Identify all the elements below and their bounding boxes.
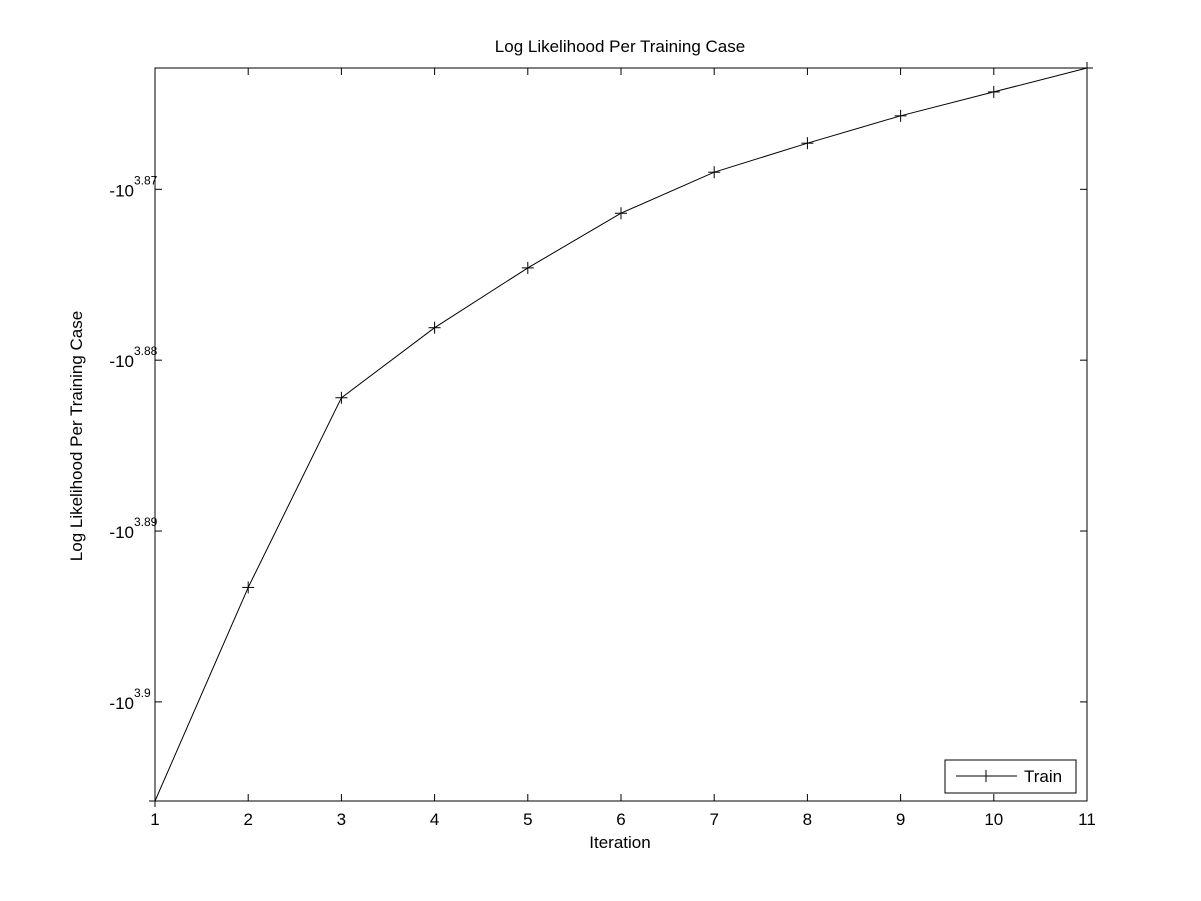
y-axis-label: Log Likelihood Per Training Case <box>67 311 86 561</box>
x-tick-label: 6 <box>616 810 625 829</box>
series-layer <box>149 62 1093 807</box>
data-point-marker <box>801 137 814 150</box>
data-point-marker <box>149 795 161 807</box>
x-tick-label: 11 <box>1078 810 1096 829</box>
x-tick-label: 5 <box>523 810 532 829</box>
x-axis-label: Iteration <box>589 833 650 852</box>
legend: Train <box>944 759 1077 794</box>
data-point-marker <box>242 581 255 594</box>
y-tick-label: -10 <box>109 694 134 713</box>
x-tick-label: 9 <box>896 810 905 829</box>
x-tick-label: 8 <box>803 810 812 829</box>
plot-area-frame <box>154 67 1088 802</box>
data-point-marker <box>894 109 907 122</box>
x-axis-ticks: 1 2 3 4 5 6 7 8 9 10 11 <box>150 68 1096 829</box>
y-tick-exponent: 3.9 <box>134 686 151 700</box>
y-tick-exponent: 3.87 <box>134 173 158 187</box>
y-axis-ticks: -103.87-103.88-103.89-103.9 <box>109 173 1087 713</box>
chart-title: Log Likelihood Per Training Case <box>495 37 745 56</box>
data-point-marker <box>1081 62 1093 74</box>
data-point-marker <box>521 261 534 274</box>
y-tick-label: -10 <box>109 181 134 200</box>
data-point-marker <box>987 85 1000 98</box>
x-tick-label: 3 <box>337 810 346 829</box>
y-tick-exponent: 3.89 <box>134 515 158 529</box>
x-tick-label: 2 <box>243 810 252 829</box>
data-point-marker <box>708 166 721 179</box>
data-point-marker <box>335 391 348 404</box>
x-tick-label: 10 <box>984 810 1003 829</box>
legend-plus-marker <box>980 770 992 782</box>
data-point-marker <box>428 321 441 334</box>
legend-entry-train: Train <box>1024 767 1062 786</box>
x-tick-label: 1 <box>150 810 159 829</box>
data-point-marker <box>615 207 627 220</box>
x-tick-label: 7 <box>709 810 718 829</box>
y-tick-exponent: 3.88 <box>134 344 158 358</box>
series-line-train <box>154 67 1088 802</box>
y-tick-label: -10 <box>109 523 134 542</box>
x-tick-label: 4 <box>430 810 439 829</box>
y-tick-label: -10 <box>109 352 134 371</box>
